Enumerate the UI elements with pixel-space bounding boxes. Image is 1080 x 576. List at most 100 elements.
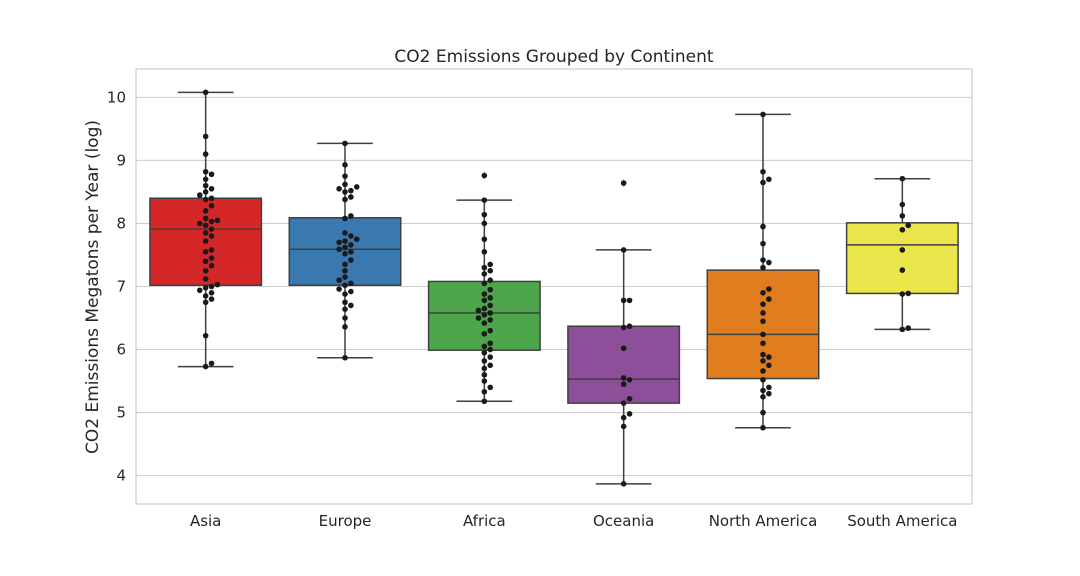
data-point [481,291,488,297]
data-point [342,181,348,188]
data-point [487,267,494,274]
plot-frame [135,68,973,505]
data-point [481,312,488,318]
data-point [620,481,627,487]
data-point [208,296,215,302]
data-point [342,189,348,195]
data-point [481,264,488,271]
data-point [342,267,348,274]
data-point [202,332,209,339]
data-point [196,287,203,294]
data-point [342,230,348,236]
y-axis-label: CO2 Emissions Megatons per Year (log) [83,120,103,454]
data-point [760,387,766,394]
data-point [487,362,494,369]
data-point [342,140,348,147]
y-tick-label: 5 [116,404,126,422]
data-point [620,297,627,304]
data-point [487,384,494,391]
data-point [348,187,354,194]
data-point [487,302,494,309]
data-point [202,293,209,299]
data-point [208,247,215,253]
data-point [905,290,912,297]
data-point [202,230,209,236]
grid-lines [136,96,972,477]
data-point [760,111,766,118]
data-point [766,362,772,369]
data-point [475,315,482,321]
data-point [481,388,488,395]
data-point [487,317,494,323]
data-point [760,223,766,230]
data-point [208,226,215,232]
data-point [899,291,906,297]
data-point [481,371,488,378]
data-point [202,189,209,195]
data-point [348,249,354,255]
x-tick-label: Oceania [593,512,654,530]
data-point [208,262,215,269]
data-point [487,340,494,347]
data-point [487,261,494,268]
data-point [481,320,488,326]
data-point [214,217,221,224]
data-point [766,384,772,391]
data-point [202,276,209,282]
data-point [487,346,494,353]
data-point [620,400,627,406]
data-point [353,184,360,190]
data-point [342,324,348,330]
data-point [620,345,627,352]
data-point [760,310,766,316]
data-point [760,351,766,358]
box-group [845,177,959,331]
data-point [336,246,342,253]
data-point [336,185,342,192]
data-point [202,151,209,157]
data-point [202,222,209,229]
data-point [202,89,209,96]
data-point [342,173,348,179]
data-point [899,326,906,333]
data-point [481,305,488,312]
data-point [208,283,215,290]
data-point [760,318,766,324]
data-point [342,299,348,306]
x-tick-labels: Asia Europe Africa Oceania North America Sout… [190,512,958,530]
data-point [899,213,906,219]
data-point [620,324,627,331]
data-point [626,377,633,383]
data-point [760,409,766,416]
swarm-points [196,89,912,487]
data-point [481,197,488,203]
data-point [348,302,354,309]
data-point [342,238,348,244]
data-point [348,280,354,287]
data-point [487,277,494,283]
data-point [481,271,488,277]
data-point [899,175,906,182]
data-point [208,233,215,239]
data-point [202,196,209,203]
data-point [342,306,348,312]
x-tick-label: Asia [190,512,221,530]
data-point [760,340,766,347]
data-point [760,290,766,296]
data-point [202,238,209,244]
data-point [620,414,627,421]
data-point [208,195,215,202]
data-point [348,288,354,295]
data-point [481,297,488,304]
data-point [342,162,348,168]
data-point [766,176,772,183]
data-point [475,307,482,314]
data-point [208,218,215,225]
data-point [905,325,912,331]
data-point [899,267,906,273]
data-point [481,398,488,405]
data-point [899,201,906,208]
data-point [760,264,766,271]
data-point [760,240,766,247]
